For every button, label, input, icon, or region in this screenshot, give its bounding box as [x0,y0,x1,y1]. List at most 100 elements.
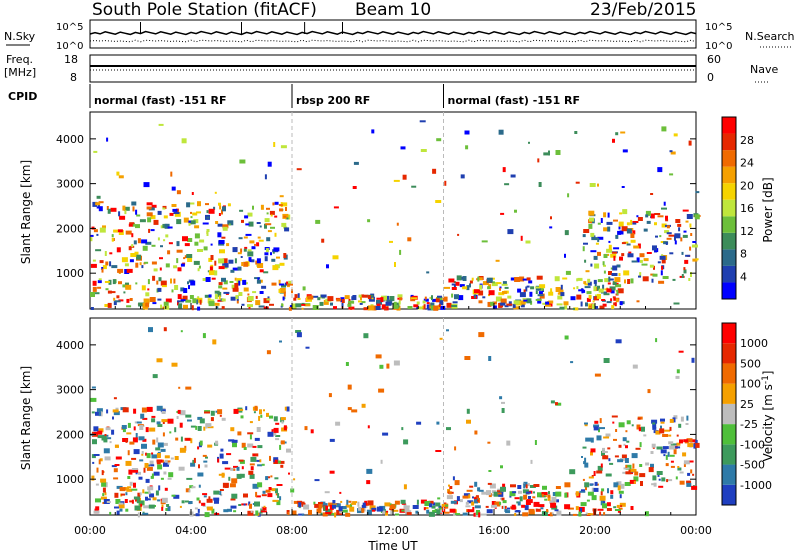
velocity-cell [156,460,161,465]
velocity-cell [187,419,192,422]
power-cell [192,298,197,304]
velocity-cell [148,504,155,509]
velocity-cell [215,440,219,445]
power-cell [455,281,460,286]
power-cell [348,300,355,304]
velocity-cell [669,418,674,423]
power-cell [627,253,634,258]
power-cell [689,246,692,251]
power-cell [564,305,568,310]
velocity-cell [253,454,256,456]
velocity-cell [303,504,310,510]
velocity-cell [329,438,335,442]
velocity-cell [157,464,163,470]
velocity-cell [462,495,469,499]
velocity-cell [652,423,657,428]
power-cell [208,294,212,298]
velocity-cell [178,386,181,389]
power-cell [493,301,497,305]
velocity-cell [435,502,441,507]
velocity-cell [514,510,521,513]
velocity-cell [478,512,481,518]
velocity-cell [613,438,617,441]
velocity-cell [589,483,593,486]
power-cell [594,281,597,287]
power-cell [283,215,287,218]
power-cell [274,201,279,205]
velocity-cell [93,510,100,514]
velocity-cell [92,439,97,445]
power-cell [223,280,228,285]
velocity-cell [690,469,693,474]
power-cell [276,256,280,259]
power-colorbar-swatch [722,282,736,299]
power-ytick-label: 3000 [56,178,84,191]
power-cell [550,288,553,294]
velocity-cell [259,511,263,514]
power-cell [460,174,465,179]
power-cell [478,290,484,296]
power-cell [222,226,228,231]
power-cell [96,233,99,236]
power-cell [688,278,691,281]
velocity-cell [533,491,535,494]
velocity-cell [119,508,123,512]
velocity-cell [651,443,656,448]
power-cell [165,234,169,238]
power-cell [320,294,327,298]
power-cell [215,221,219,224]
velocity-cell [155,490,159,496]
velocity-cell [618,483,625,489]
velocity-cell [468,494,471,499]
power-cell [147,288,150,291]
velocity-cell [511,504,516,510]
power-cell [630,239,636,243]
power-cell [432,298,439,302]
velocity-cell [347,384,352,390]
velocity-cell [100,496,107,500]
power-cell [619,256,623,261]
velocity-cell [127,476,131,479]
velocity-cell [237,431,242,436]
power-cell [353,161,359,165]
power-ytick-label: 1000 [56,267,84,280]
velocity-cell [151,473,154,479]
velocity-cell [274,477,279,480]
power-cell [575,181,580,184]
power-cell [264,252,269,256]
velocity-cell [476,499,479,502]
velocity-cell [243,493,248,498]
power-cell [198,265,201,269]
power-colorbar-tick: 16 [740,202,754,215]
power-cell [248,257,252,263]
power-cell [593,279,597,284]
velocity-cell [385,512,388,516]
velocity-cell [580,502,587,507]
power-cell [234,258,237,264]
velocity-cell [477,487,481,492]
power-cell [393,304,399,309]
velocity-cell [660,449,667,454]
velocity-cell [96,408,103,413]
power-cell [217,223,223,227]
nave-right-tick-high: 60 [707,53,721,66]
velocity-cell [170,457,174,460]
velocity-cell [133,496,140,500]
velocity-cell [669,445,676,450]
power-cell [513,306,520,310]
velocity-cell [488,470,492,472]
velocity-cell [248,470,254,475]
power-cell [142,306,148,310]
power-cell [502,167,506,173]
velocity-cell [268,487,272,490]
power-cell [453,281,456,283]
power-cell [341,302,344,307]
velocity-cell [112,416,114,420]
power-cell [471,277,474,281]
power-cell [615,234,619,239]
power-cell [176,258,179,264]
velocity-cell [167,461,170,465]
velocity-cell [162,422,165,424]
velocity-cell [522,489,529,494]
velocity-cell [597,465,603,471]
